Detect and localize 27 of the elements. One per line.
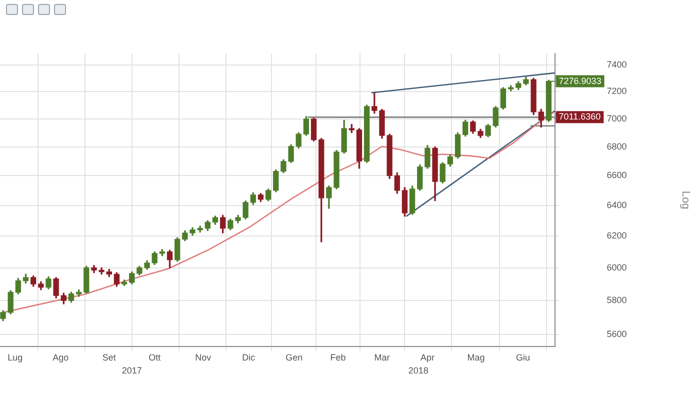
y-tick-label: 6600 bbox=[606, 170, 627, 180]
y-tick-label: 7000 bbox=[606, 113, 627, 124]
x-tick-label: Apr bbox=[420, 352, 434, 362]
x2-tick-label: 2018 bbox=[408, 365, 428, 376]
x2-tick-label: 2017 bbox=[122, 365, 142, 376]
y-tick-label: 7400 bbox=[606, 60, 627, 70]
y-tick-label: 6800 bbox=[606, 141, 627, 152]
x-tick-label: Nov bbox=[195, 352, 212, 362]
x-tick-label: Mar bbox=[374, 352, 390, 362]
y-tick-label: 5600 bbox=[606, 328, 627, 339]
y-axis-title: Log bbox=[679, 190, 692, 210]
x-tick-label: Giu bbox=[516, 352, 530, 362]
y-tick-label: 7200 bbox=[606, 86, 627, 96]
x-tick-label: Feb bbox=[330, 352, 346, 362]
text: 7276.9033 bbox=[558, 76, 602, 86]
x-tick-label: Lug bbox=[8, 352, 23, 362]
y-tick-label: 5800 bbox=[606, 295, 627, 306]
x-tick-label: Ago bbox=[52, 352, 69, 362]
y-tick-label: 6200 bbox=[606, 230, 627, 241]
x-tick-label: Set bbox=[102, 352, 116, 362]
x-tick-label: Gen bbox=[286, 352, 303, 362]
y-tick-label: 6000 bbox=[606, 262, 627, 272]
x-tick-label: Mag bbox=[467, 352, 485, 362]
x-tick-label: Dic bbox=[242, 352, 256, 362]
y-tick-label: 6400 bbox=[606, 200, 627, 210]
x-tick-label: Ott bbox=[148, 352, 162, 362]
data-label: 7011.6360 bbox=[558, 112, 601, 122]
